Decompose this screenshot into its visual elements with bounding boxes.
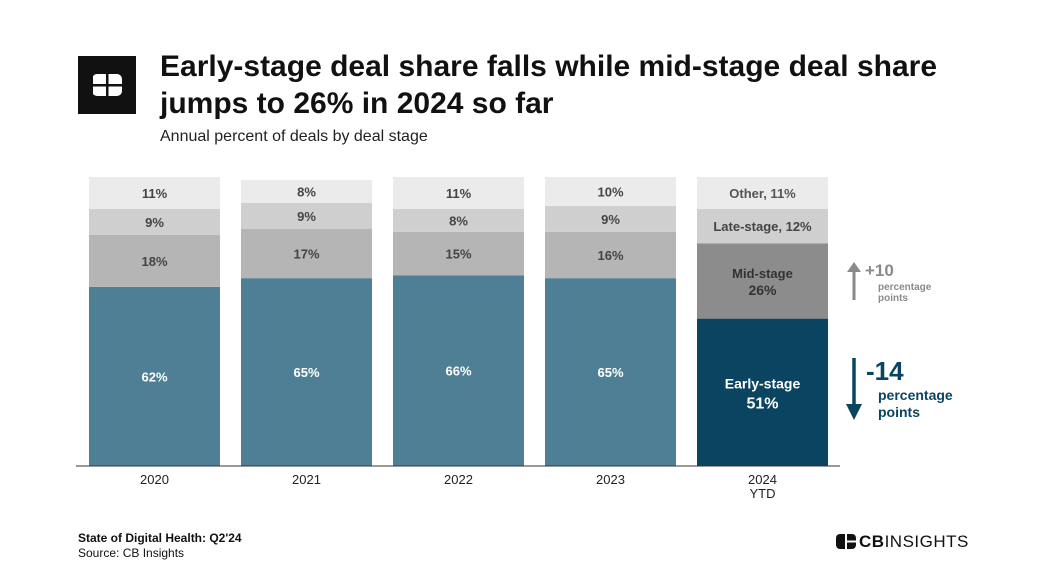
- bar-other-2020: [89, 177, 220, 209]
- bar-mid-2021: [241, 229, 372, 279]
- bar-early-2022: [393, 275, 524, 466]
- brand-cb: CB: [859, 532, 885, 551]
- bar-early-2020: [89, 286, 220, 466]
- bar-other-2021: [241, 179, 372, 204]
- data-label-early-2021: 65%: [293, 365, 319, 380]
- data-label-late-2022: 8%: [449, 213, 468, 228]
- bar-late-2021: [241, 203, 372, 230]
- data-label-early-2022: 66%: [445, 364, 471, 379]
- x-tick-label-2024-ytd-0: 2024: [748, 472, 777, 487]
- data-label-late-2023: 9%: [601, 212, 620, 227]
- x-tick-label-2023-0: 2023: [596, 472, 625, 487]
- data-label-other-2020: 11%: [142, 186, 168, 201]
- annotation-up-value: +10: [865, 261, 894, 280]
- data-label-mid-2022: 15%: [445, 247, 471, 262]
- annotation-down-unit-1: percentage: [878, 387, 953, 403]
- bar-mid-2022: [393, 231, 524, 276]
- down-arrow-icon: [846, 404, 862, 420]
- data-label-early-value-2024: 51%: [746, 395, 778, 412]
- bar-early-2023: [545, 278, 676, 466]
- bar-other-2023: [545, 177, 676, 206]
- data-label-mid-2023: 16%: [597, 248, 623, 263]
- bar-other-2024-ytd: [697, 177, 828, 209]
- logo-glyph-icon: [87, 74, 122, 96]
- footer-source: Source: CB Insights: [78, 546, 185, 560]
- bar-late-2024-ytd: [697, 208, 828, 244]
- data-label-other-2023: 10%: [597, 184, 623, 199]
- bar-other-2022: [393, 177, 524, 209]
- up-arrow-icon: [847, 262, 861, 272]
- cbinsights-logo-mark: [78, 56, 136, 114]
- bar-mid-2020: [89, 234, 220, 287]
- data-label-early-2023: 65%: [597, 365, 623, 380]
- bar-mid-2024-ytd: [697, 243, 828, 319]
- data-label-other-2024: Other, 11%: [729, 186, 796, 201]
- chart-title: Early-stage deal share falls while mid-s…: [160, 50, 937, 120]
- x-tick-label-2024-ytd-1: YTD: [750, 486, 776, 501]
- x-tick-label-2021-0: 2021: [292, 472, 321, 487]
- bar-late-2020: [89, 208, 220, 235]
- bar-early-2024-ytd: [697, 318, 828, 466]
- x-tick-label-2022-0: 2022: [444, 472, 473, 487]
- bar-mid-2023: [545, 231, 676, 279]
- x-tick-label-2020-0: 2020: [140, 472, 169, 487]
- bar-early-2021: [241, 278, 372, 466]
- annotation-down-unit-2: points: [878, 404, 920, 420]
- data-label-early-2020: 62%: [141, 369, 167, 384]
- annotation-up-unit-2: points: [878, 293, 908, 304]
- brand-icon: [836, 534, 856, 549]
- footer: State of Digital Health: Q2'24 Source: C…: [78, 531, 242, 561]
- data-label-late-2024: Late-stage, 12%: [713, 219, 812, 234]
- data-label-mid-2020: 18%: [141, 254, 167, 269]
- brand-wordmark: CBINSIGHTS: [836, 532, 969, 552]
- chart-subtitle: Annual percent of deals by deal stage: [160, 128, 428, 145]
- bar-late-2023: [545, 205, 676, 232]
- annotation-down-value: -14: [866, 356, 904, 386]
- bar-late-2022: [393, 208, 524, 232]
- brand-insights: INSIGHTS: [884, 532, 969, 551]
- data-label-late-2020: 9%: [145, 215, 164, 230]
- annotation-up-unit-1: percentage: [878, 282, 932, 293]
- data-label-mid-value-2024: 26%: [748, 282, 777, 298]
- data-label-other-2021: 8%: [297, 184, 316, 199]
- data-label-mid-name-2024: Mid-stage: [732, 266, 793, 281]
- data-label-other-2022: 11%: [446, 186, 472, 201]
- data-label-late-2021: 9%: [297, 209, 316, 224]
- data-label-early-name-2024: Early-stage: [725, 375, 801, 391]
- footer-report: State of Digital Health: Q2'24: [78, 531, 242, 545]
- data-label-mid-2021: 17%: [293, 247, 319, 262]
